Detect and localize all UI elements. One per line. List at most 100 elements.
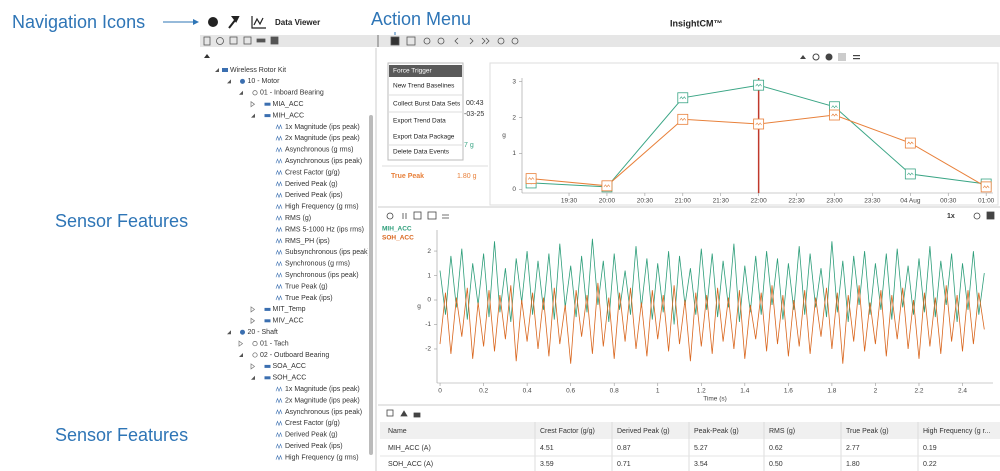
column-header[interactable]: True Peak (g) [846,428,889,435]
column-header[interactable]: RMS (g) [769,428,795,435]
icon[interactable] [270,36,279,45]
tree-item[interactable]: Crest Factor (g/g) [285,420,340,427]
tree-item[interactable]: Subsynchronous (ips peak) [285,249,370,256]
icon[interactable] [986,211,995,220]
tree-item[interactable]: Derived Peak (g) [285,181,338,188]
dashboard-icon[interactable] [208,17,218,27]
menu-item[interactable]: Export Data Package [393,134,455,141]
icon[interactable] [203,36,211,46]
tree-item[interactable]: Synchronous (g rms) [285,261,350,268]
zoom-label: 1x [947,213,955,220]
icon[interactable] [853,55,860,57]
icon[interactable] [386,212,394,220]
tree-item[interactable]: High Frequency (g rms) [285,204,359,211]
x-tick-label: 1.4 [740,388,749,395]
tree-item[interactable]: RMS (g) [285,215,311,222]
feature-icon [275,397,283,404]
tree-item[interactable]: MIH_ACC [273,112,305,119]
tree-item[interactable]: SOH_ACC [273,375,307,382]
icon[interactable] [413,412,421,418]
tools-icon[interactable] [228,16,240,29]
tree-item[interactable]: 10 - Motor [248,78,281,85]
menu-item[interactable]: New Trend Baselines [393,83,455,90]
tree-item[interactable]: Synchronous (ips peak) [285,272,359,279]
icon[interactable] [243,36,252,45]
tree-item[interactable]: Derived Peak (g) [285,432,338,439]
marker [677,113,689,125]
tree-item[interactable]: 2x Magnitude (ips peak) [285,397,360,404]
tree-item[interactable]: MIA_ACC [273,101,304,108]
icon[interactable] [427,211,437,220]
icon[interactable] [973,212,981,220]
nav-arrows[interactable] [454,37,490,45]
icon[interactable] [825,53,833,61]
action-menu-button[interactable] [390,36,400,46]
tree-item[interactable]: 1x Magnitude (ips peak) [285,124,360,131]
column-header[interactable]: Peak-Peak (g) [694,428,739,435]
icon[interactable] [812,53,820,61]
collapsed-arrow [250,306,256,313]
scrollbar[interactable] [369,115,373,455]
summary-text: True Peak [391,173,424,180]
bell-icon[interactable] [204,54,210,58]
x-tick-label: 21:00 [675,198,692,205]
summary-text: 7 g [464,142,474,149]
trend-toolbar [800,53,860,61]
tree-item[interactable]: 01 - Inboard Bearing [260,90,324,97]
tree-item[interactable]: True Peak (ips) [285,295,333,302]
tree-item[interactable]: Asynchronous (ips peak) [285,409,362,416]
column-header[interactable]: High Frequency (g r... [923,428,990,435]
menu-item[interactable]: Collect Burst Data Sets [393,101,461,108]
tree-item[interactable]: RMS_PH (ips) [285,238,330,245]
tree-item[interactable]: 20 - Shaft [248,329,278,336]
refresh-icon[interactable] [497,37,505,45]
icon[interactable] [256,38,266,43]
icon[interactable] [400,410,408,417]
marker-glyph [527,177,535,181]
menu-item[interactable]: Export Trend Data [393,118,446,125]
column-header[interactable]: Derived Peak (g) [617,428,670,435]
tree-item[interactable]: RMS 5-1000 Hz (ips rms) [285,226,364,233]
tree-item[interactable]: Asynchronous (g rms) [285,147,353,154]
tree-item[interactable]: Derived Peak (ips) [285,192,343,199]
collapsed-arrow [250,101,256,108]
legend-entry[interactable]: MIH_ACC [382,226,412,233]
tree-item[interactable]: MIT_Temp [273,306,306,313]
icon[interactable] [402,213,407,219]
column-header[interactable]: Name [388,428,407,435]
tree-item[interactable]: True Peak (g) [285,283,328,290]
data-viewer-icon[interactable] [251,16,266,29]
zoom-icon[interactable] [423,37,431,45]
icon[interactable] [216,37,224,45]
icon[interactable] [413,211,422,220]
icon[interactable] [442,214,449,219]
feature-icon [275,454,283,461]
tree-item[interactable]: 01 - Tach [260,340,289,347]
table-toolbar [386,409,421,418]
clock-icon[interactable] [437,37,445,45]
tree-item[interactable]: Asynchronous (ips peak) [285,158,362,165]
icon[interactable] [800,55,806,59]
icon[interactable] [406,36,416,46]
icon[interactable] [386,409,394,417]
icon[interactable] [229,36,238,45]
column-header[interactable]: Crest Factor (g/g) [540,428,595,435]
tree-item[interactable]: MIV_ACC [273,318,304,325]
tree-item[interactable]: SOA_ACC [273,363,306,370]
tree-item[interactable]: Crest Factor (g/g) [285,169,340,176]
reload-icon[interactable] [511,37,519,45]
tree-item[interactable]: Wireless Rotor Kit [230,67,286,74]
tree-item[interactable]: 1x Magnitude (ips peak) [285,386,360,393]
table-header-bg [380,422,1000,439]
legend-entry[interactable]: SOH_ACC [382,235,414,242]
menu-item[interactable]: Force Trigger [393,68,432,75]
tree-item[interactable]: 2x Magnitude (ips peak) [285,135,360,142]
tree-item[interactable]: High Frequency (g rms) [285,454,359,461]
icon[interactable] [838,53,846,61]
menu-item[interactable]: Delete Data Events [393,149,450,156]
tree-item[interactable]: 02 - Outboard Bearing [260,352,329,359]
action-menu: Force Trigger New Trend Baselines Collect … [387,62,464,161]
marker-glyph [679,96,687,100]
icon[interactable] [853,58,860,60]
tree-item[interactable]: Derived Peak (ips) [285,443,343,450]
